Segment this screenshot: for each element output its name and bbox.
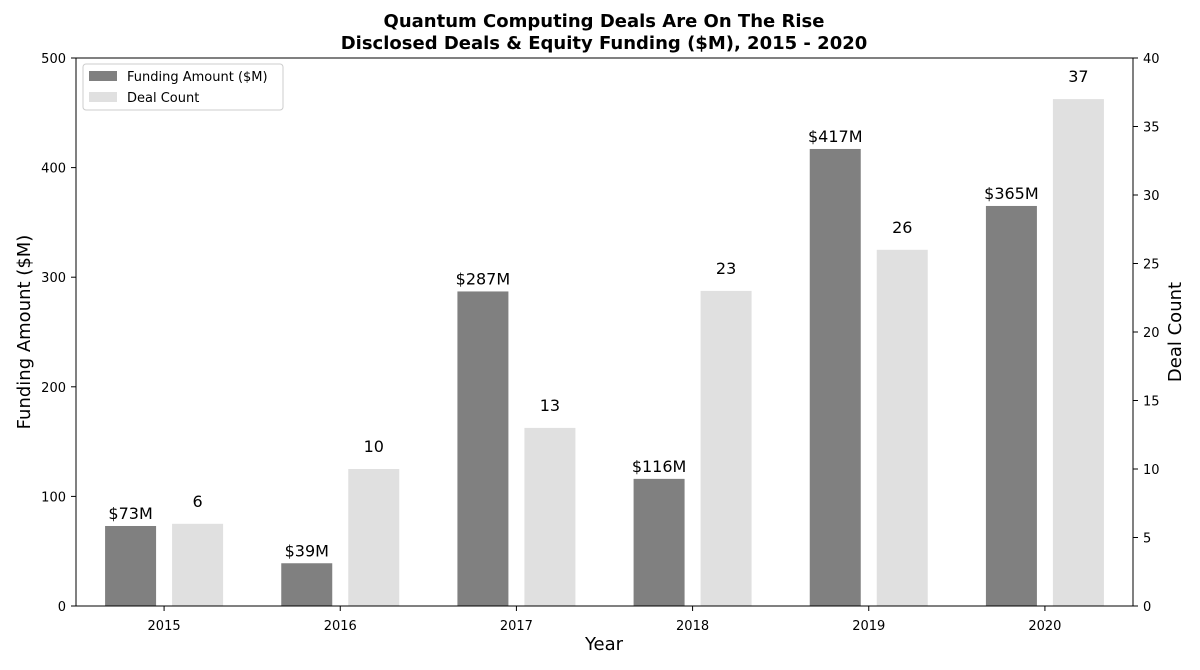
y-tick-label-300: 300	[41, 271, 66, 286]
funding-label-2017: $287M	[456, 269, 511, 288]
deal-count-label-2015: 6	[192, 492, 202, 511]
funding-bar-2015	[105, 525, 157, 606]
deal-count-bar-2018	[700, 290, 752, 606]
x-axis-label: Year	[584, 634, 624, 655]
legend-box	[82, 63, 284, 111]
deal-count-label-2016: 10	[364, 437, 384, 456]
y2-tick-label-35: 35	[1143, 121, 1160, 136]
y2-tick-label-40: 40	[1143, 52, 1160, 67]
deal-count-label-2019: 26	[892, 218, 912, 237]
funding-bar-2016	[281, 563, 333, 606]
funding-bar-2020	[985, 205, 1037, 606]
x-tick-label-2017: 2017	[500, 619, 533, 634]
funding-label-2018: $116M	[632, 457, 687, 476]
x-tick-label-2019: 2019	[852, 619, 885, 634]
x-tick-label-2018: 2018	[676, 619, 709, 634]
y2-tick-label-25: 25	[1143, 258, 1160, 273]
y2-tick-label-10: 10	[1143, 463, 1160, 478]
y2-tick-label-30: 30	[1143, 189, 1160, 204]
funding-bar-2018	[633, 478, 685, 606]
y-tick-label-0: 0	[58, 600, 66, 615]
legend-swatch-0	[89, 71, 117, 81]
funding-bar-2017	[457, 291, 509, 606]
funding-label-2019: $417M	[808, 127, 863, 146]
chart-title: Quantum Computing Deals Are On The Rise	[384, 11, 825, 32]
y2-tick-label-0: 0	[1143, 600, 1151, 615]
x-tick-label-2020: 2020	[1028, 619, 1061, 634]
legend-label-1: Deal Count	[127, 91, 199, 106]
y-tick-label-400: 400	[41, 162, 66, 177]
y2-tick-label-5: 5	[1143, 532, 1151, 547]
chart-subtitle: Disclosed Deals & Equity Funding ($M), 2…	[341, 33, 868, 54]
y-tick-label-100: 100	[41, 490, 66, 505]
funding-label-2020: $365M	[984, 184, 1039, 203]
y2-tick-label-20: 20	[1143, 326, 1160, 341]
legend-label-0: Funding Amount ($M)	[127, 70, 268, 85]
funding-label-2015: $73M	[108, 504, 152, 523]
plot-frame	[75, 57, 1134, 607]
deal-count-bar-2020	[1052, 99, 1104, 606]
legend-swatch-1	[89, 92, 117, 102]
bars-layer	[105, 99, 1104, 607]
deal-count-bar-2016	[348, 469, 400, 606]
funding-label-2016: $39M	[285, 541, 329, 560]
x-tick-label-2015: 2015	[148, 619, 181, 634]
data-labels-layer: $73M 6 $39M 10 $287M 13 $116M 23 $417M 26 $365M 37	[108, 67, 1088, 560]
legend: Funding Amount ($M) Deal Count	[82, 63, 284, 111]
funding-bar-2019	[809, 148, 861, 606]
deal-count-bar-2019	[876, 249, 928, 607]
axes-layer: 2015 2016 2017 2018 2019 20200100200300400500…	[41, 52, 1159, 634]
y2-tick-label-15: 15	[1143, 395, 1160, 410]
deal-count-bar-2017	[524, 427, 576, 606]
deal-count-label-2018: 23	[716, 259, 736, 278]
deal-count-label-2017: 13	[540, 396, 560, 415]
x-tick-label-2016: 2016	[324, 619, 357, 634]
deal-count-label-2020: 37	[1068, 67, 1088, 86]
y2-axis-label: Deal Count	[1165, 282, 1186, 382]
y-axis-label: Funding Amount ($M)	[14, 235, 35, 430]
y-tick-label-500: 500	[41, 52, 66, 67]
y-tick-label-200: 200	[41, 381, 66, 396]
deal-count-bar-2015	[172, 523, 224, 606]
